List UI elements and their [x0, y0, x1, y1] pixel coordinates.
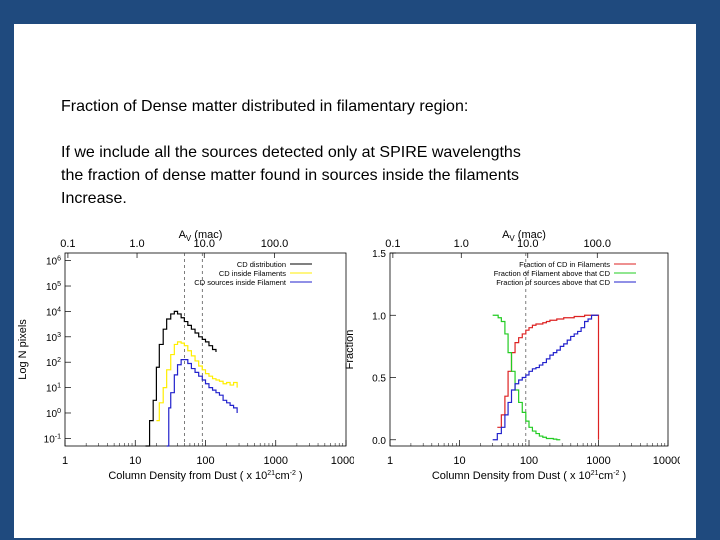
- legend-label: CD distribution: [237, 260, 286, 269]
- slide-panel: Fraction of Dense matter distributed in …: [14, 24, 696, 538]
- series-line: [492, 314, 561, 441]
- y-axis-label: Fraction: [344, 330, 356, 370]
- legend-label: CD sources inside Filament: [194, 278, 287, 287]
- slide-text: Fraction of Dense matter distributed in …: [61, 95, 661, 210]
- top-tick-label: 100.0: [261, 238, 289, 250]
- series-line: [156, 341, 238, 422]
- y-tick-label: 104: [46, 306, 61, 318]
- y-tick-label: 100: [46, 408, 61, 420]
- top-tick-label: 100.0: [584, 238, 612, 250]
- body-line: the fraction of dense matter found in so…: [61, 167, 520, 184]
- top-axis-label: AV (mac): [502, 229, 546, 243]
- top-tick-label: 1.0: [454, 238, 469, 250]
- body-line: Increase.: [61, 190, 127, 207]
- y-tick-label: 103: [46, 332, 61, 344]
- x-tick-label: 10: [129, 455, 141, 467]
- series-line: [166, 359, 238, 447]
- y-tick-label: 0.0: [372, 436, 386, 447]
- series-line: [145, 310, 217, 447]
- x-tick-label: 1000: [264, 455, 288, 467]
- y-tick-label: 105: [46, 281, 61, 293]
- top-tick-label: 10.0: [194, 238, 215, 250]
- y-tick-label: 101: [46, 383, 61, 395]
- top-tick-label: 0.1: [60, 238, 75, 250]
- top-axis-label: AV (mac): [179, 229, 223, 243]
- y-tick-label: 1.5: [372, 249, 386, 260]
- y-tick-label: 106: [46, 256, 61, 268]
- top-tick-label: 10.0: [517, 238, 538, 250]
- y-tick-label: 10-1: [44, 433, 61, 445]
- x-tick-label: 1: [387, 455, 393, 467]
- x-axis-label: Column Density from Dust ( x 1021cm-2 ): [432, 470, 626, 482]
- legend-label: Fraction of Filament above that CD: [494, 269, 611, 278]
- slide-heading: Fraction of Dense matter distributed in …: [61, 98, 469, 115]
- series-line: [497, 314, 600, 440]
- series-line: [492, 314, 599, 441]
- x-tick-label: 100: [520, 455, 538, 467]
- x-axis-label: Column Density from Dust ( x 1021cm-2 ): [108, 470, 302, 482]
- legend-label: Fraction of CD in Filaments: [519, 260, 610, 269]
- y-tick-label: 0.5: [372, 374, 386, 385]
- body-line: If we include all the sources detected o…: [61, 144, 521, 161]
- legend-label: CD inside Filaments: [219, 269, 286, 278]
- legend-label: Fraction of sources above that CD: [496, 278, 610, 287]
- top-tick-label: 0.1: [385, 238, 400, 250]
- x-tick-label: 100: [196, 455, 214, 467]
- y-tick-label: 1.0: [372, 311, 386, 322]
- top-tick-label: 1.0: [129, 238, 144, 250]
- x-tick-label: 1000: [586, 455, 610, 467]
- y-axis-label: Log N pixels: [17, 319, 29, 380]
- x-tick-label: 10: [453, 455, 465, 467]
- x-tick-label: 1: [62, 455, 68, 467]
- y-tick-label: 102: [46, 357, 61, 369]
